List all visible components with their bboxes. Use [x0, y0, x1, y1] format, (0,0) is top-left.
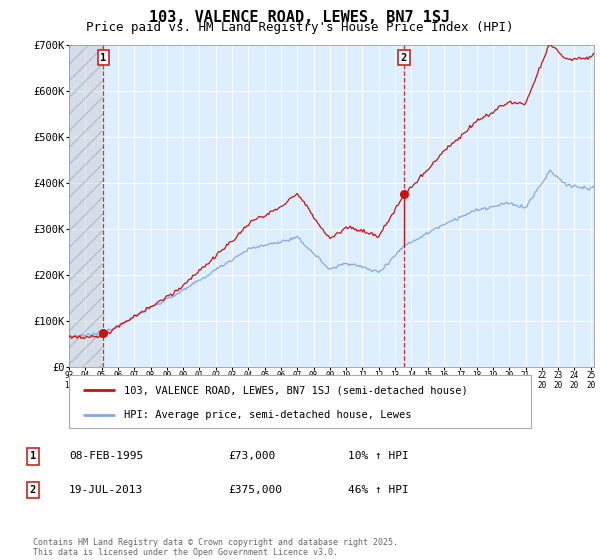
- Text: HPI: Average price, semi-detached house, Lewes: HPI: Average price, semi-detached house,…: [124, 410, 412, 420]
- HPI: Average price, semi-detached house, Lewes: (2.02e+03, 4.28e+05): Average price, semi-detached house, Lewe…: [547, 167, 554, 174]
- Text: £73,000: £73,000: [228, 451, 275, 461]
- Text: Contains HM Land Registry data © Crown copyright and database right 2025.
This d: Contains HM Land Registry data © Crown c…: [33, 538, 398, 557]
- HPI: Average price, semi-detached house, Lewes: (2.01e+03, 2.54e+05): Average price, semi-detached house, Lewe…: [307, 247, 314, 254]
- HPI: Average price, semi-detached house, Lewes: (2.02e+03, 3.94e+05): Average price, semi-detached house, Lewe…: [537, 183, 544, 189]
- HPI: Average price, semi-detached house, Lewes: (2.03e+03, 3.87e+05): Average price, semi-detached house, Lewe…: [591, 185, 598, 192]
- Text: 103, VALENCE ROAD, LEWES, BN7 1SJ (semi-detached house): 103, VALENCE ROAD, LEWES, BN7 1SJ (semi-…: [124, 385, 468, 395]
- HPI: Average price, semi-detached house, Lewes: (1.99e+03, 6.26e+04): Average price, semi-detached house, Lewe…: [65, 335, 73, 342]
- Text: 1: 1: [100, 53, 106, 63]
- HPI: Average price, semi-detached house, Lewes: (2.02e+03, 4.1e+05): Average price, semi-detached house, Lewe…: [542, 175, 550, 181]
- 103, VALENCE ROAD, LEWES, BN7 1SJ (semi-detached house): [189, 272, 196, 279]
- Text: 2: 2: [30, 485, 36, 495]
- FancyBboxPatch shape: [69, 375, 531, 428]
- Line: HPI: Average price, semi-detached house, Lewes: HPI: Average price, semi-detached house,…: [69, 170, 595, 338]
- 103, VALENCE ROAD, LEWES, BN7 1SJ (semi-detached house): [370, 232, 377, 239]
- 103, VALENCE ROAD, LEWES, BN7 1SJ (semi-detached house): [227, 239, 234, 245]
- Text: 10% ↑ HPI: 10% ↑ HPI: [348, 451, 409, 461]
- Text: 103, VALENCE ROAD, LEWES, BN7 1SJ: 103, VALENCE ROAD, LEWES, BN7 1SJ: [149, 10, 451, 25]
- Text: 19-JUL-2013: 19-JUL-2013: [69, 485, 143, 495]
- Line: 103, VALENCE ROAD, LEWES, BN7 1SJ (semi-detached house): 103, VALENCE ROAD, LEWES, BN7 1SJ (semi-…: [69, 193, 403, 339]
- HPI: Average price, semi-detached house, Lewes: (2.01e+03, 2.25e+05): Average price, semi-detached house, Lewe…: [319, 260, 326, 267]
- Text: 46% ↑ HPI: 46% ↑ HPI: [348, 485, 409, 495]
- 103, VALENCE ROAD, LEWES, BN7 1SJ (semi-detached house): [185, 277, 192, 283]
- Text: Price paid vs. HM Land Registry's House Price Index (HPI): Price paid vs. HM Land Registry's House …: [86, 21, 514, 34]
- 103, VALENCE ROAD, LEWES, BN7 1SJ (semi-detached house): [74, 335, 81, 342]
- 103, VALENCE ROAD, LEWES, BN7 1SJ (semi-detached house): [400, 191, 407, 198]
- 103, VALENCE ROAD, LEWES, BN7 1SJ (semi-detached house): [65, 334, 73, 340]
- Text: 1: 1: [30, 451, 36, 461]
- Text: 2: 2: [401, 53, 407, 63]
- Text: £375,000: £375,000: [228, 485, 282, 495]
- Text: 08-FEB-1995: 08-FEB-1995: [69, 451, 143, 461]
- 103, VALENCE ROAD, LEWES, BN7 1SJ (semi-detached house): [293, 190, 301, 197]
- 103, VALENCE ROAD, LEWES, BN7 1SJ (semi-detached house): [231, 236, 238, 243]
- HPI: Average price, semi-detached house, Lewes: (2e+03, 1.86e+05): Average price, semi-detached house, Lewe…: [192, 278, 199, 284]
- HPI: Average price, semi-detached house, Lewes: (2.01e+03, 2.2e+05): Average price, semi-detached house, Lewe…: [322, 263, 329, 269]
- 103, VALENCE ROAD, LEWES, BN7 1SJ (semi-detached house): [80, 335, 88, 342]
- Bar: [69, 45, 103, 367]
